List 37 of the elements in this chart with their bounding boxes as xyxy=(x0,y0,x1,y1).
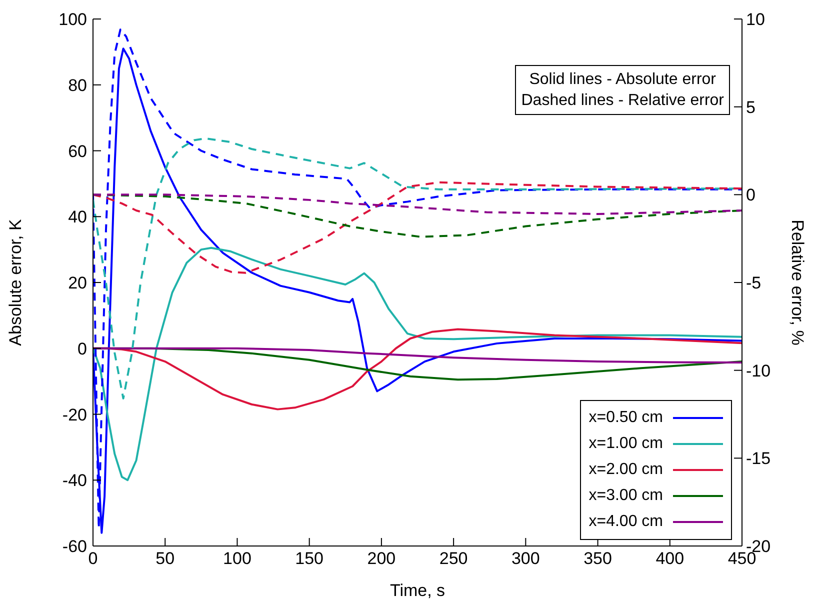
y-tick-label: 60 xyxy=(68,142,87,161)
annotation: Solid lines - Absolute error xyxy=(528,70,717,90)
legend-label: x=4.00 cm xyxy=(588,512,663,532)
y2-tick-label: 0 xyxy=(746,186,756,205)
y-tick-label: 100 xyxy=(58,10,87,30)
y2-tick-label: -10 xyxy=(746,361,771,380)
y-tick-label: -40 xyxy=(62,471,87,490)
y-axis-title: Absolute error, K xyxy=(6,218,26,346)
y-tick-label: -60 xyxy=(62,537,87,556)
legend-label: x=1.00 cm xyxy=(588,434,663,454)
x-tick-label: 400 xyxy=(656,549,684,568)
y2-tick-label: -15 xyxy=(746,449,771,468)
x-tick-label: 100 xyxy=(223,549,252,568)
y-tick-label: 20 xyxy=(68,274,87,293)
y2-tick-label: 10 xyxy=(746,10,765,30)
y-tick-label: -20 xyxy=(62,405,87,424)
line-series xyxy=(93,181,742,274)
x-tick-label: 250 xyxy=(439,549,468,568)
y-tick-label: 80 xyxy=(68,76,87,95)
x-tick-label: 50 xyxy=(156,549,175,568)
y-tick-label: 0 xyxy=(78,339,87,358)
annotation: Dashed lines - Relative error xyxy=(521,91,724,111)
y2-axis-title: Relative error, % xyxy=(788,220,807,346)
x-tick-label: 350 xyxy=(584,549,612,568)
y-tick-label: 40 xyxy=(68,208,87,227)
x-tick-label: 200 xyxy=(367,549,396,568)
line-series xyxy=(93,347,742,364)
y2-tick-label: 5 xyxy=(746,98,756,117)
x-tick-label: 150 xyxy=(295,549,324,568)
legend-label: x=2.00 cm xyxy=(588,460,663,480)
x-axis-title: Time, s xyxy=(390,581,446,600)
line-series xyxy=(93,194,742,215)
line-series xyxy=(93,246,742,482)
x-tick-label: 300 xyxy=(511,549,540,568)
legend-label: x=3.00 cm xyxy=(588,486,663,506)
legend-label: x=0.50 cm xyxy=(588,408,663,428)
y2-tick-label: -5 xyxy=(746,274,762,293)
